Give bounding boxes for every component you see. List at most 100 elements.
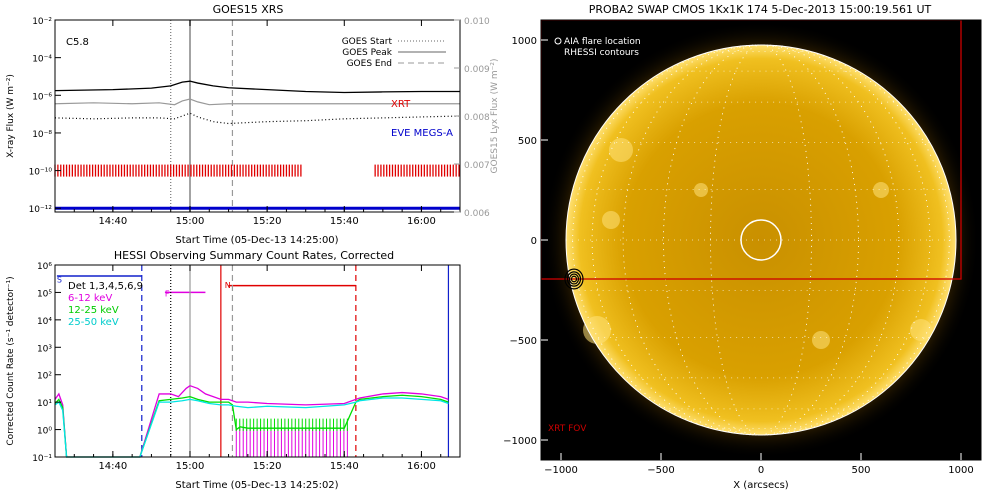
active-region <box>609 138 633 162</box>
hessi-x-tick-label: 15:00 <box>176 461 205 472</box>
sun-disk-group <box>541 20 980 459</box>
goes-x-tick-label: 15:40 <box>330 216 359 227</box>
goes-x-tick-label: 15:20 <box>253 216 282 227</box>
hessi-x-label: Start Time (05-Dec-13 14:25:02) <box>175 480 338 491</box>
hessi-x-tick-label: 14:40 <box>98 461 127 472</box>
goes-x-tick-label: 15:00 <box>176 216 205 227</box>
swap-y-tick-label: 1000 <box>512 36 537 47</box>
active-region <box>602 211 620 229</box>
eve-label: EVE MEGS-A <box>391 128 453 139</box>
longitude-line <box>572 44 950 436</box>
swap-title: PROBA2 SWAP CMOS 1Kx1K 174 5-Dec-2013 15… <box>589 3 932 16</box>
goes-y-tick-label: 10⁻¹⁰ <box>29 168 53 178</box>
hessi-y-tick-label: 10⁰ <box>37 427 52 437</box>
hessi-legend: Det 1,3,4,5,6,9 6-12 keV 12-25 keV 25-50… <box>68 281 143 328</box>
goes-x-tick-label: 14:40 <box>98 216 127 227</box>
swap-x-tick-label: −1000 <box>544 465 578 476</box>
goes-x-tick-label: 16:00 <box>407 216 436 227</box>
xrt-fov-label: XRT FOV <box>548 424 587 434</box>
goes-y-tick-label: 10⁻⁶ <box>32 92 52 102</box>
longitude-line <box>710 44 812 436</box>
legend-goes-start: GOES Start <box>342 37 393 47</box>
hessi-y-tick-label: 10⁶ <box>37 262 52 272</box>
goes-x-axis: 14:40 15:00 15:20 15:40 16:00 <box>73 20 461 227</box>
goes-y2-label: GOES15 Lyx Flux (W m⁻²) <box>490 59 500 174</box>
hessi-series-25-50 keV <box>54 397 449 458</box>
hessi-y-tick-label: 10⁻¹ <box>32 454 52 464</box>
swap-legend: AIA flare location RHESSI contours <box>554 37 641 58</box>
hessi-x-tick-label: 15:40 <box>330 461 359 472</box>
goes-y-label: X-ray Flux (W m⁻²) <box>6 74 16 158</box>
legend-6-12: 6-12 keV <box>68 293 112 304</box>
xrt-fov-box <box>541 20 962 280</box>
goes-x-label: Start Time (05-Dec-13 14:25:00) <box>175 235 338 246</box>
active-region <box>583 316 611 344</box>
hessi-x-tick-label: 16:00 <box>407 461 436 472</box>
hessi-y-tick-label: 10⁵ <box>37 289 52 299</box>
hessi-y-tick-label: 10¹ <box>37 399 52 409</box>
active-region <box>694 183 708 197</box>
swap-x-tick-label: 0 <box>758 465 764 476</box>
hessi-flag: N <box>225 281 231 290</box>
goes-y2-tick-label: 0.007 <box>464 161 490 171</box>
xrt-label: XRT <box>391 99 411 110</box>
goes-y-axis: 10⁻² 10⁻⁴ 10⁻⁶ 10⁻⁸ 10⁻¹⁰ 10⁻¹² <box>29 17 61 215</box>
legend-25-50: 25-50 keV <box>68 317 119 328</box>
legend-aia-symbol <box>554 37 562 45</box>
goes-title: GOES15 XRS <box>213 3 284 16</box>
hessi-y-tick-label: 10² <box>37 372 52 382</box>
legend-rhessi-symbol <box>554 48 562 56</box>
goes-legend: GOES Start GOES Peak GOES End <box>342 37 446 69</box>
rhessi-contour <box>568 273 580 285</box>
hessi-series-12-25 keV <box>54 394 449 458</box>
hessi-plot-content: S F N <box>54 265 450 458</box>
swap-x-tick-label: −500 <box>647 465 674 476</box>
goes-y-tick-label: 10⁻¹² <box>29 205 53 215</box>
legend-detectors: Det 1,3,4,5,6,9 <box>68 281 143 292</box>
hessi-x-tick-label: 15:20 <box>253 461 282 472</box>
hessi-plot-frame <box>54 264 461 458</box>
swap-y-tick-label: −1000 <box>503 436 537 447</box>
goes-series-0 <box>54 80 460 94</box>
hessi-y-label: Corrected Count Rate (s⁻¹ detector⁻¹) <box>6 276 16 445</box>
swap-x-tick-label: 500 <box>851 465 870 476</box>
goes-y-tick-label: 10⁻² <box>32 17 52 27</box>
goes-series-2 <box>54 112 461 125</box>
goes-series-1 <box>54 98 460 106</box>
legend-goes-end: GOES End <box>347 59 392 69</box>
legend-rhessi-contours: RHESSI contours <box>564 48 639 58</box>
swap-x-axis: −1000 −500 0 500 1000 <box>544 453 974 476</box>
rhessi-contour <box>564 268 584 290</box>
goes-y2-axis: 0.010 0.009 0.008 0.007 0.006 <box>454 17 490 219</box>
hessi-y-tick-label: 10³ <box>37 344 52 354</box>
goes-y-tick-label: 10⁻⁸ <box>32 130 52 140</box>
goes-y2-tick-label: 0.006 <box>464 209 490 219</box>
active-region <box>910 319 932 341</box>
sun-disk <box>566 45 956 435</box>
hessi-chart: HESSI Observing Summary Count Rates, Cor… <box>6 249 461 491</box>
goes-y2-tick-label: 0.010 <box>464 17 490 27</box>
rhessi-contour <box>566 271 582 287</box>
goes-plot-frame <box>54 19 461 213</box>
swap-x-label: X (arcsecs) <box>733 480 789 491</box>
longitude-line <box>591 44 931 436</box>
goes-class-label: C5.8 <box>66 37 89 48</box>
hessi-flag: F <box>165 289 170 298</box>
swap-y-tick-label: −500 <box>510 336 537 347</box>
aia-flare-circle <box>740 219 782 261</box>
hessi-x-axis: 14:40 15:00 15:20 15:40 16:00 <box>73 265 461 472</box>
legend-aia-flare: AIA flare location <box>564 37 641 47</box>
hessi-flag: S <box>57 276 62 285</box>
swap-y-axis: 1000 500 0 −500 −1000 <box>503 36 548 447</box>
legend-12-25: 12-25 keV <box>68 305 119 316</box>
goes-y-tick-label: 10⁻⁴ <box>32 55 52 65</box>
goes-xrs-chart: GOES15 XRS 14:40 15:00 15:20 15:40 16:00 10⁻… <box>6 3 500 246</box>
swap-x-tick-label: 1000 <box>948 465 973 476</box>
hessi-title: HESSI Observing Summary Count Rates, Cor… <box>114 249 394 262</box>
swap-y-tick-label: 500 <box>518 136 537 147</box>
swap-image-panel: PROBA2 SWAP CMOS 1Kx1K 174 5-Dec-2013 15… <box>503 3 982 491</box>
legend-goes-peak: GOES Peak <box>342 48 392 58</box>
goes-plot-content <box>54 20 461 212</box>
goes-y2-tick-label: 0.008 <box>464 113 490 123</box>
active-region <box>812 331 830 349</box>
